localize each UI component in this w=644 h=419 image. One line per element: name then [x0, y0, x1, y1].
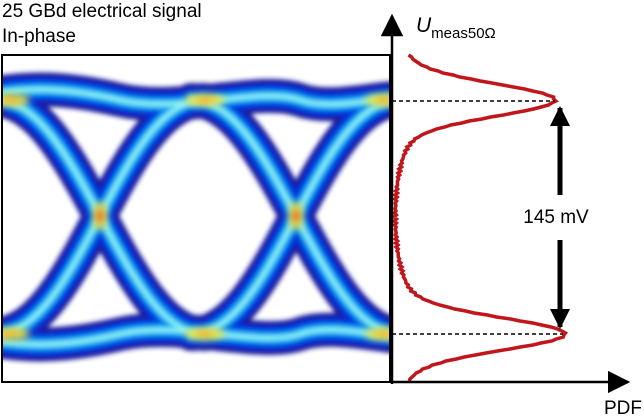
eye-traces — [2, 72, 390, 362]
eye-diagram — [2, 72, 390, 362]
subtitle: In-phase — [2, 26, 76, 47]
hotspot — [195, 331, 215, 337]
hotspot — [375, 97, 390, 103]
eye-hotspots — [2, 94, 390, 340]
title: 25 GBd electrical signal — [2, 1, 202, 22]
eye-frame — [1, 54, 391, 383]
range-label: 145 mV — [523, 207, 589, 228]
x-label: PDF — [604, 398, 642, 419]
hotspot — [375, 331, 390, 337]
y-label-sub: meas50Ω — [431, 25, 496, 42]
y-label: Umeas50Ω — [416, 14, 496, 42]
hotspot — [292, 208, 300, 224]
hotspot — [2, 331, 20, 337]
eye-trace — [2, 72, 390, 362]
y-label-main: U — [416, 14, 432, 37]
hotspot — [2, 97, 20, 103]
hotspot — [96, 208, 104, 224]
hotspot — [195, 97, 215, 103]
